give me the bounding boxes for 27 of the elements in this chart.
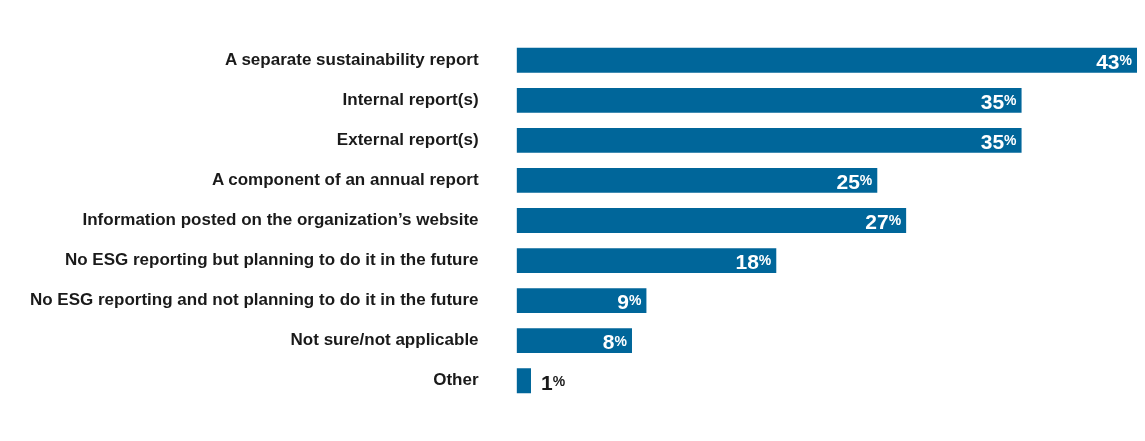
y-tick-label: External report(s) [336,130,479,150]
bar [516,87,1022,113]
bar [516,328,632,354]
y-tick-label: A separate sustainability report [225,49,479,69]
data-label: 8% [602,330,628,354]
y-tick-label: Information posted on the organization’s website [82,210,479,230]
y-tick-label: Not sure/not applicable [290,330,479,350]
y-tick-label: Internal report(s) [342,89,479,109]
data-label: 43% [1096,50,1133,74]
data-label: 18% [735,250,772,274]
bar [516,208,907,233]
bar [516,168,878,193]
data-label: 27% [865,210,902,234]
y-tick-label: A component of an annual report [211,170,479,190]
data-label: 1% [540,370,566,394]
data-label: 35% [980,130,1018,154]
bar [516,288,647,314]
data-label: 9% [617,290,642,314]
bar [516,368,531,394]
data-label: 25% [836,170,873,194]
y-tick-label: No ESG reporting and not planning to do it in the future [29,290,479,310]
bar [516,127,1022,153]
y-tick-label: Other [433,370,479,390]
y-tick-label: No ESG reporting but planning to do it in the future [64,250,479,270]
data-label: 35% [980,90,1018,114]
bar [516,248,777,273]
bar [516,47,1137,73]
